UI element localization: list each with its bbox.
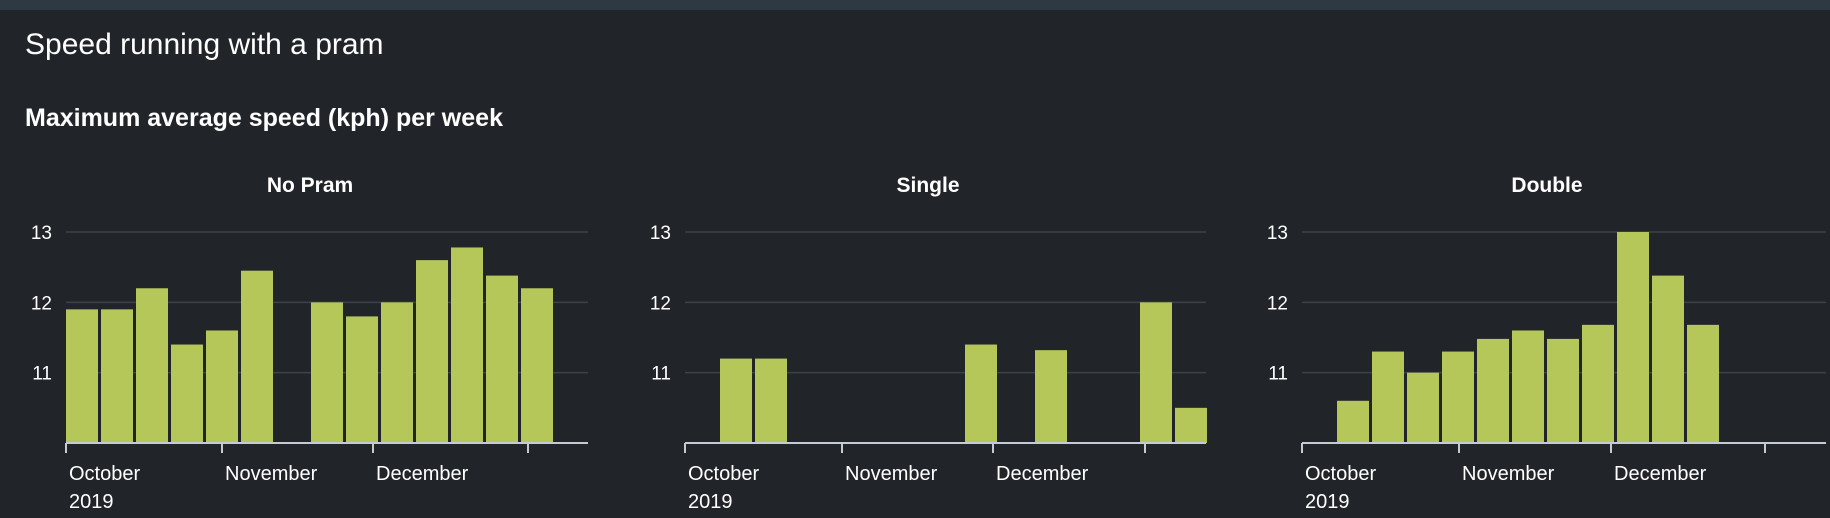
- bar: [346, 316, 378, 443]
- bar: [381, 302, 413, 443]
- chart-2: Double 11 12 13 October 2019 November December: [1267, 174, 1826, 513]
- bar: [1687, 324, 1719, 443]
- bar: [1175, 407, 1207, 443]
- x-tick-label: December: [376, 463, 469, 485]
- bar: [1337, 400, 1369, 443]
- bar: [1512, 330, 1544, 443]
- bar: [521, 288, 553, 443]
- y-tick-label: 13: [1267, 223, 1288, 244]
- chart-title: No Pram: [267, 174, 353, 197]
- bar: [965, 344, 997, 443]
- bar: [1442, 351, 1474, 443]
- bar: [206, 330, 238, 443]
- y-tick-label: 12: [1267, 293, 1288, 314]
- bar: [1617, 232, 1649, 443]
- y-tick-label: 11: [32, 364, 52, 385]
- bar: [451, 247, 483, 443]
- y-tick-label: 13: [31, 223, 52, 244]
- x-tick-label: October: [69, 463, 140, 485]
- y-tick-label: 11: [1268, 364, 1288, 385]
- bar: [101, 309, 133, 443]
- bar: [171, 344, 203, 443]
- bar: [486, 275, 518, 443]
- bar: [1407, 372, 1439, 443]
- x-tick-label: October: [1305, 463, 1376, 485]
- top-bar: [0, 0, 1830, 10]
- panel-subtitle: Maximum average speed (kph) per week: [25, 104, 503, 132]
- y-tick-label: 12: [650, 293, 671, 314]
- bar: [1652, 275, 1684, 443]
- bar: [1035, 350, 1067, 443]
- bar: [720, 358, 752, 443]
- bar: [136, 288, 168, 443]
- bar: [241, 270, 273, 443]
- bar: [311, 302, 343, 443]
- bar: [1477, 338, 1509, 443]
- x-tick-label: December: [1614, 463, 1707, 485]
- bar: [1547, 338, 1579, 443]
- bar: [755, 358, 787, 443]
- y-tick-label: 13: [650, 223, 671, 244]
- bar: [66, 309, 98, 443]
- x-tick-label: 2019: [688, 491, 733, 513]
- bar: [1140, 302, 1172, 443]
- chart-title: Single: [896, 174, 959, 197]
- x-tick-label: November: [225, 463, 318, 485]
- bar: [416, 260, 448, 443]
- y-tick-label: 11: [651, 364, 671, 385]
- chart-1: Single 11 12 13 October 2019 November December: [650, 174, 1207, 513]
- x-tick-label: November: [845, 463, 938, 485]
- x-tick-label: October: [688, 463, 759, 485]
- bar: [1372, 351, 1404, 443]
- panel-title: Speed running with a pram: [25, 28, 384, 61]
- x-tick-label: November: [1462, 463, 1555, 485]
- x-tick-label: 2019: [69, 491, 114, 513]
- y-tick-label: 12: [31, 293, 52, 314]
- bar: [1582, 324, 1614, 443]
- chart-title: Double: [1511, 174, 1582, 197]
- x-tick-label: 2019: [1305, 491, 1350, 513]
- x-tick-label: December: [996, 463, 1089, 485]
- chart-0: No Pram 11 12 13 October 2019 November December: [31, 174, 588, 513]
